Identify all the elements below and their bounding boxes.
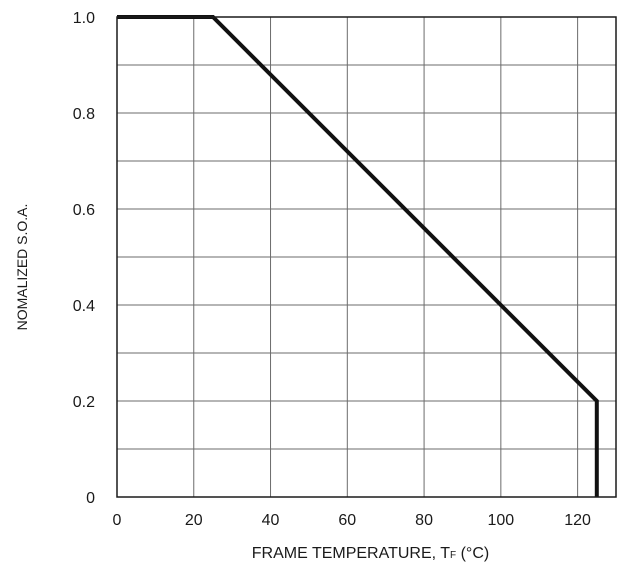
grid-lines [117,17,616,497]
x-tick-label: 120 [564,512,591,529]
x-tick-label: 60 [338,512,356,529]
x-tick-label: 20 [185,512,203,529]
x-axis-title-subscript: F [450,550,456,561]
y-tick-label: 0.2 [73,394,95,411]
x-axis-title: FRAME TEMPERATURE, TF (°C) [252,545,489,562]
x-tick-label: 40 [262,512,280,529]
x-tick-label: 80 [415,512,433,529]
y-axis-title: NOMALIZED S.O.A. [14,204,30,331]
y-axis-tick-labels: 0 0.2 0.4 0.6 0.8 1.0 [73,10,95,507]
x-axis-title-unit: (°C) [456,545,489,562]
x-tick-label: 100 [487,512,514,529]
y-tick-label: 0 [86,490,95,507]
x-tick-label: 0 [113,512,122,529]
x-axis-title-main: FRAME TEMPERATURE, T [252,545,450,562]
y-tick-label: 0.8 [73,106,95,123]
y-tick-label: 0.6 [73,202,95,219]
x-axis-tick-labels: 0 20 40 60 80 100 120 [113,512,592,529]
y-tick-label: 1.0 [73,10,95,27]
plot-frame [116,16,617,498]
y-tick-label: 0.4 [73,298,95,315]
